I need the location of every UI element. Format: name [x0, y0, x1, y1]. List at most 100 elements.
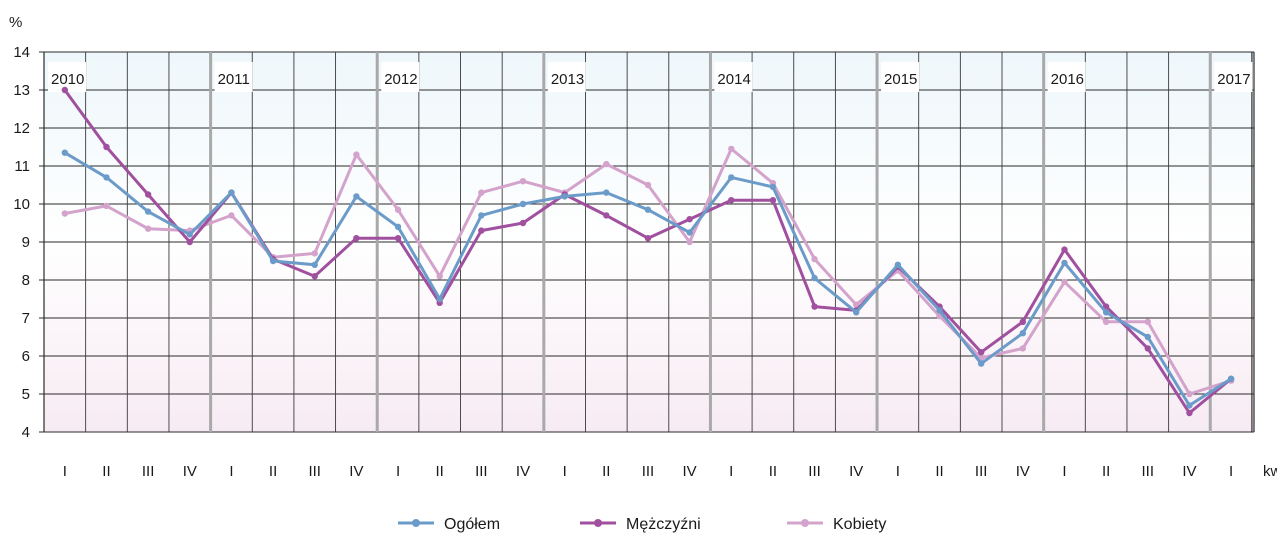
data-point — [144, 208, 152, 215]
y-tick-label: 9 — [22, 234, 30, 251]
legend-swatch-marker — [594, 519, 602, 527]
data-point — [811, 255, 818, 263]
year-label-box — [1047, 62, 1086, 92]
legend-swatch-marker — [801, 519, 809, 527]
x-tick-label: I — [63, 463, 67, 480]
data-point — [103, 143, 110, 151]
data-point — [1061, 278, 1068, 286]
data-point — [144, 191, 152, 198]
data-point — [61, 149, 69, 156]
data-point — [394, 235, 402, 242]
data-point — [144, 225, 152, 232]
data-point — [1186, 390, 1193, 398]
x-tick-label: II — [436, 463, 444, 480]
legend-label: Kobiety — [833, 516, 886, 533]
data-point — [1186, 409, 1193, 417]
data-point — [769, 197, 777, 204]
series-lines — [61, 86, 1235, 417]
data-point — [436, 295, 443, 303]
legend-label: Mężczyźni — [626, 516, 701, 533]
data-point — [1019, 345, 1027, 352]
year-label: 2011 — [218, 71, 250, 88]
y-tick-label: 12 — [13, 120, 30, 137]
data-point — [519, 178, 527, 185]
data-point — [686, 229, 693, 236]
legend-swatch-marker — [412, 519, 420, 527]
data-point — [728, 197, 735, 204]
data-point — [186, 238, 193, 246]
data-point — [644, 181, 652, 189]
data-point — [644, 235, 652, 242]
legend: Ogółem Mężczyźni Kobiety — [398, 516, 886, 533]
year-label-box — [1214, 62, 1253, 92]
data-point — [394, 206, 402, 213]
data-point — [853, 309, 860, 316]
x-tick-label: I — [229, 463, 233, 480]
data-point — [353, 235, 360, 242]
y-tick-label: 14 — [13, 44, 30, 61]
data-point — [228, 189, 235, 196]
data-point — [478, 227, 485, 234]
data-point — [811, 274, 818, 282]
data-point — [1144, 318, 1151, 325]
data-point — [311, 261, 318, 268]
data-point — [478, 212, 485, 219]
data-point — [311, 273, 318, 280]
x-tick-label: IV — [683, 463, 697, 480]
data-point — [1186, 402, 1193, 409]
data-point — [519, 200, 527, 208]
data-point — [311, 250, 318, 257]
data-point — [1019, 318, 1027, 325]
x-tick-label: IV — [183, 463, 197, 480]
x-tick-label: I — [1062, 463, 1066, 480]
data-point — [1144, 345, 1151, 352]
x-tick-label: I — [896, 463, 900, 480]
data-point — [769, 183, 777, 191]
y-tick-label: 5 — [22, 386, 30, 403]
data-point — [728, 174, 735, 181]
x-tick-label: III — [308, 463, 321, 480]
year-label: 2012 — [384, 71, 417, 88]
x-tick-label: II — [269, 463, 277, 480]
x-tick-label: IV — [1182, 463, 1196, 480]
year-labels: 2010 2011 2012 2013 2014 2015 2016 2017 — [48, 62, 1253, 92]
x-tick-label: II — [935, 463, 943, 480]
data-point — [1102, 309, 1110, 316]
y-axis-label: % — [9, 14, 22, 31]
year-label-box — [381, 62, 420, 92]
x-tick-label: III — [142, 463, 155, 480]
data-point — [936, 307, 943, 314]
x-tick-label: IV — [849, 463, 863, 480]
x-tick-label: III — [1142, 463, 1155, 480]
data-point — [811, 303, 818, 310]
y-tick-label: 13 — [13, 82, 30, 99]
data-point — [644, 206, 652, 213]
x-tick-label: II — [602, 463, 610, 480]
data-point — [103, 202, 110, 210]
data-point — [1019, 330, 1027, 337]
y-tick-label: 8 — [22, 272, 30, 289]
data-point — [603, 160, 610, 168]
data-point — [61, 86, 69, 94]
x-tick-label: I — [563, 463, 567, 480]
x-tick-label: IV — [516, 463, 530, 480]
year-label-box — [547, 62, 586, 92]
data-point — [977, 360, 985, 367]
year-label-box — [714, 62, 753, 92]
data-point — [686, 238, 693, 246]
y-tick-label: 11 — [14, 158, 30, 175]
x-tick-label: IV — [349, 463, 363, 480]
x-tick-label: II — [1102, 463, 1110, 480]
data-point — [1144, 333, 1151, 341]
x-tick-label: II — [769, 463, 777, 480]
year-label: 2014 — [717, 71, 750, 88]
data-point — [353, 193, 360, 200]
data-point — [1061, 259, 1068, 267]
x-tick-label: II — [102, 463, 110, 480]
data-point — [1227, 375, 1235, 382]
grid — [43, 51, 1255, 433]
x-tick-label: III — [475, 463, 488, 480]
y-tick-label: 7 — [22, 310, 30, 327]
